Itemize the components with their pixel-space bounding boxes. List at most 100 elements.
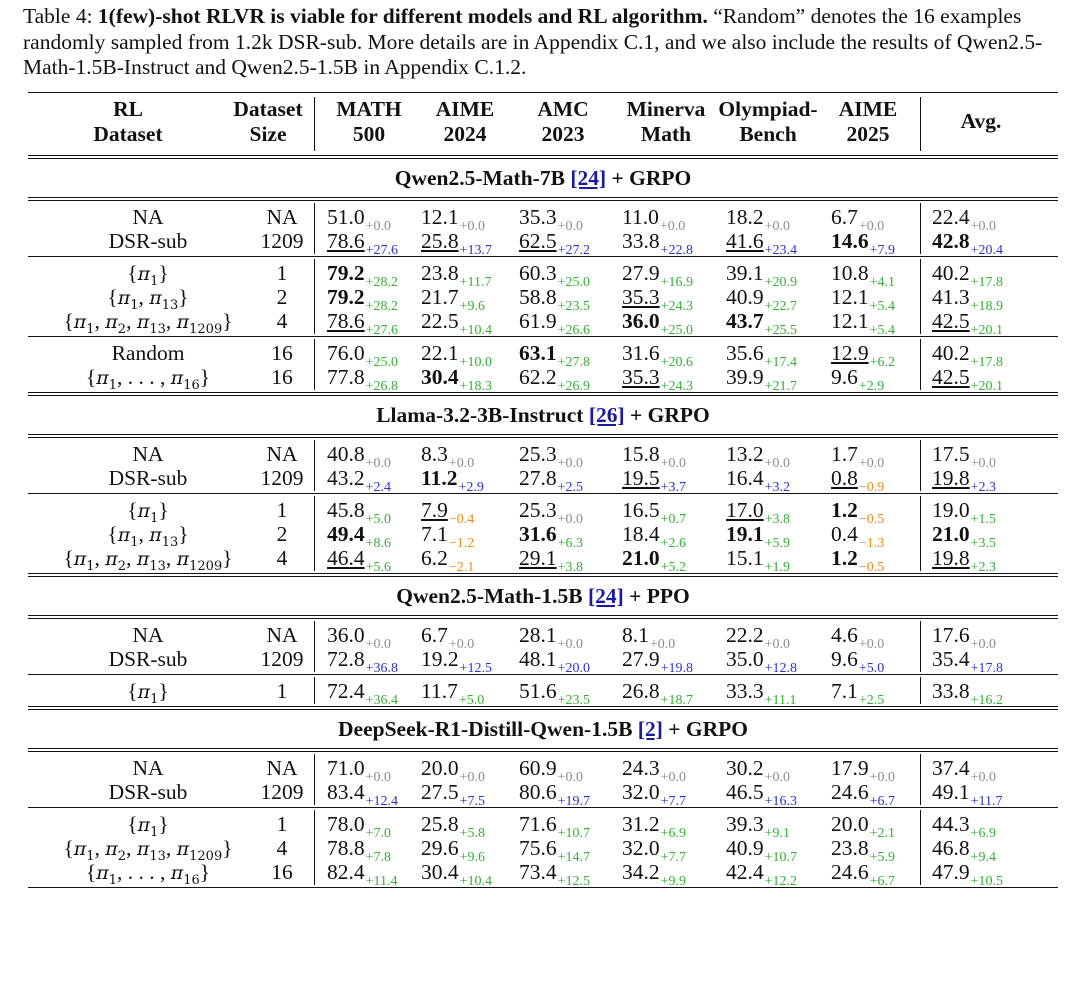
dataset-cell: {π1, π2, π13, π1209} [63,309,233,337]
math500-cell: 40.8+0.0 [327,442,391,471]
delta-value: +0.0 [869,770,896,785]
pi-symbol: π1 [137,814,159,840]
delta-value: +5.4 [869,323,896,338]
cell-value: 11.7 [421,679,458,703]
delta-value: +19.7 [557,794,591,809]
model-reference-link[interactable]: [2] [637,717,663,741]
underlined-value: 19.8 [932,546,970,570]
aime2025-cell: 6.7+0.0 [831,205,884,234]
table-row: {π1} 1 78.0+7.0 25.8+5.8 71.6+10.7 31.2+6.9 39… [28,812,1058,841]
avg-cell: 17.5+0.0 [932,442,996,471]
cell-value: 22.1 [421,341,459,365]
size-cell: 1 [276,679,288,703]
cell-value: 24.6 [831,780,869,804]
math500-cell: 78.0+7.0 [327,812,391,841]
olympiad-cell: 17.0+3.8 [726,498,790,527]
underlined-value: 41.6 [726,229,764,253]
model-reference-link[interactable]: [26] [588,403,625,427]
delta-value: +27.6 [365,243,399,258]
cell-value: 1.7 [831,442,858,466]
model-name: DeepSeek-R1-Distill-Qwen-1.5B [338,717,638,741]
pi-symbol: π2 [105,548,127,574]
delta-value: +23.5 [557,693,591,708]
model-reference-link[interactable]: [24] [587,584,624,608]
model-title: Qwen2.5-Math-1.5B [24] + PPO [28,577,1058,615]
pi-symbol: π13 [136,311,166,337]
math500-cell: 45.8+5.0 [327,498,391,527]
cell-value: 12.9 [831,341,869,365]
underlined-value: 62.5 [519,229,557,253]
table-row: {π1} 1 45.8+5.0 7.9−0.4 25.3+0.0 16.5+0.7 17.0… [28,498,1058,527]
olympiad-cell: 39.9+21.7 [726,365,797,394]
pi-symbol: π2 [105,311,127,337]
delta-value: +0.0 [557,770,584,785]
cell-value: 46.5 [726,780,764,804]
cell-value: 29.6 [421,836,459,860]
delta-value: +0.0 [365,219,392,234]
pi-symbol: π13 [136,548,166,574]
delta-value: +10.7 [764,850,798,865]
model-reference-link[interactable]: [24] [570,166,607,190]
cell-value: 17.9 [831,756,869,780]
math500-cell: 78.6+27.6 [327,309,398,338]
header-olympiad-line1: Olympiad- [718,97,818,121]
cell-value: 19.1 [726,522,764,546]
delta-value: +26.8 [365,379,399,394]
table-row: NA NA 71.0+0.0 20.0+0.0 60.9+0.0 24.3+0.0 30.2… [28,756,1058,785]
minerva-cell: 27.9+16.9 [622,261,693,290]
cell-value: 31.2 [622,812,660,836]
cell-value: 37.4 [932,756,970,780]
delta-value: +0.0 [764,637,791,652]
pi-symbol: π16 [170,367,200,393]
cell-value: 6.7 [421,623,448,647]
model-title: Llama-3.2-3B-Instruct [26] + GRPO [28,396,1058,434]
delta-value: +9.1 [764,826,791,841]
cell-value: 42.5 [932,309,970,333]
math500-cell: 36.0+0.0 [327,623,392,652]
header-olympiad-line2: Bench [739,122,797,146]
delta-value: +18.3 [459,379,493,394]
amc2023-cell: 25.3+0.0 [519,498,583,527]
amc2023-cell: 63.1+27.8 [519,341,590,370]
cell-value: 27.9 [622,647,660,671]
aime2025-cell: 20.0+2.1 [831,812,895,841]
cell-value: 10.8 [831,261,869,285]
delta-value: +3.8 [557,560,584,575]
cell-value: 33.3 [726,679,764,703]
cell-value: 12.1 [831,285,869,309]
dataset-cell: NA [132,623,164,647]
cell-value: 25.8 [421,229,459,253]
delta-value: +3.5 [970,536,997,551]
delta-value: +5.4 [869,299,896,314]
cell-value: 79.2 [327,285,365,309]
delta-value: +10.5 [970,874,1004,889]
cell-value: 71.6 [519,812,557,836]
cell-value: 45.8 [327,498,365,522]
cell-value: 8.3 [421,442,448,466]
cell-value: 35.3 [519,205,557,229]
cell-value: 30.2 [726,756,764,780]
aime2025-cell: 7.1+2.5 [831,679,884,708]
avg-cell: 35.4+17.8 [932,647,1003,676]
caption-rest: “Random” denotes the 16 examples randoml… [23,4,1043,79]
aime2025-cell: 1.2−0.5 [831,498,884,527]
math500-cell: 82.4+11.4 [327,860,398,889]
minerva-cell: 31.6+20.6 [622,341,693,370]
delta-value: +22.7 [764,299,798,314]
delta-value: +2.3 [970,560,997,575]
dataset-cell: {π1} [127,261,169,289]
delta-value: +0.0 [365,770,392,785]
olympiad-cell: 46.5+16.3 [726,780,797,809]
column-divider-right [920,496,921,571]
delta-value: +2.9 [458,480,484,495]
table-row: DSR-sub 1209 72.8+36.8 19.2+12.5 48.1+20.0 27… [28,647,1058,676]
table-caption: Table 4: 1(few)-shot RLVR is viable for … [23,4,1059,81]
delta-value: +0.0 [365,637,392,652]
size-cell: 4 [276,836,288,860]
dataset-cell: {π1, π2, π13, π1209} [63,836,233,864]
cell-value: 20.0 [831,812,869,836]
delta-value: +25.0 [557,275,591,290]
aime2024-cell: 12.1+0.0 [421,205,485,234]
delta-value: +17.8 [970,355,1004,370]
avg-cell: 17.6+0.0 [932,623,996,652]
